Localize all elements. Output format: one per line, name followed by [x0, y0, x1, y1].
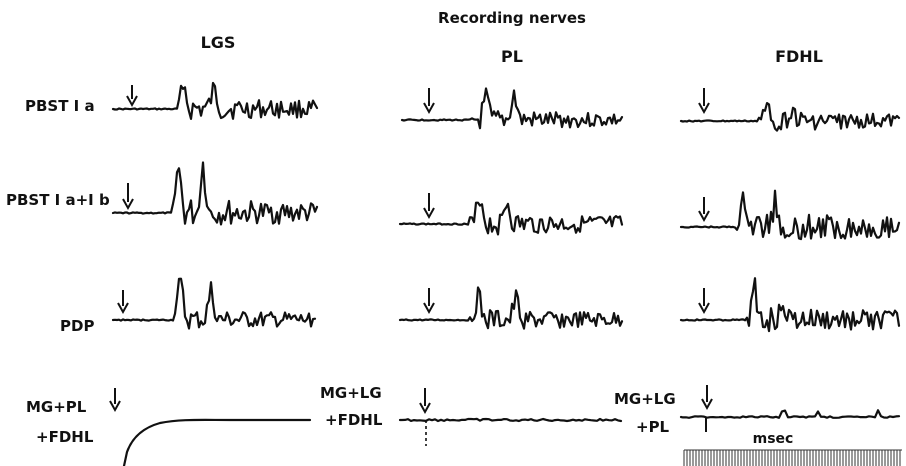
bottom-label-pl-line1: MG+LG — [320, 384, 382, 402]
bottom-label-lgs-line2: +FDHL — [36, 428, 94, 446]
stimulus-arrows — [109, 85, 713, 415]
column-label-fdhl: FDHL — [775, 47, 823, 66]
arrow-pl-pbst1a1b — [423, 193, 435, 220]
trace-pl-pbst1a — [400, 87, 624, 130]
traces — [111, 81, 901, 466]
trace-lgs-pdp — [111, 277, 317, 330]
arrow-lgs-control — [109, 388, 121, 413]
arrow-pl-pdp — [423, 288, 435, 315]
trace-fdhl-pbst1a — [679, 102, 901, 132]
arrow-lgs-pbst1a — [126, 85, 138, 108]
arrow-fdhl-pbst1a1b — [698, 197, 710, 223]
bottom-label-pl-line2: +FDHL — [325, 411, 383, 429]
arrow-fdhl-pbst1a — [698, 88, 710, 115]
row-label-pbst1a: PBST I a — [25, 97, 95, 115]
bottom-label-fdhl-line1: MG+LG — [614, 390, 676, 408]
trace-pl-pbst1a1b — [398, 201, 624, 236]
trace-lgs-control — [122, 418, 312, 466]
trace-fdhl-pdp — [679, 277, 901, 333]
trace-lgs-pbst1a1b — [111, 161, 319, 226]
arrow-lgs-pbst1a1b — [122, 183, 134, 211]
bottom-label-fdhl-line2: +PL — [636, 418, 670, 436]
trace-fdhl-control — [679, 409, 901, 419]
arrow-lgs-pdp — [117, 290, 129, 315]
column-label-pl: PL — [501, 47, 523, 66]
bottom-label-lgs-line1: MG+PL — [26, 398, 87, 416]
row-label-pbst1a1b: PBST I a+I b — [6, 191, 110, 209]
trace-pl-control — [398, 417, 623, 423]
column-label-lgs: LGS — [201, 33, 236, 52]
arrow-pl-pbst1a — [423, 88, 435, 115]
arrow-fdhl-control — [701, 385, 713, 411]
row-label-pdp: PDP — [60, 317, 94, 335]
trace-fdhl-pbst1a1b — [679, 189, 901, 241]
figure-title: Recording nerves — [438, 9, 586, 27]
trace-pl-pdp — [398, 286, 624, 330]
time-scale-label: msec — [753, 431, 794, 447]
trace-lgs-pbst1a — [111, 81, 319, 120]
time-scale-marks — [683, 449, 902, 466]
arrow-fdhl-pdp — [698, 288, 710, 315]
arrow-pl-control — [419, 388, 431, 415]
